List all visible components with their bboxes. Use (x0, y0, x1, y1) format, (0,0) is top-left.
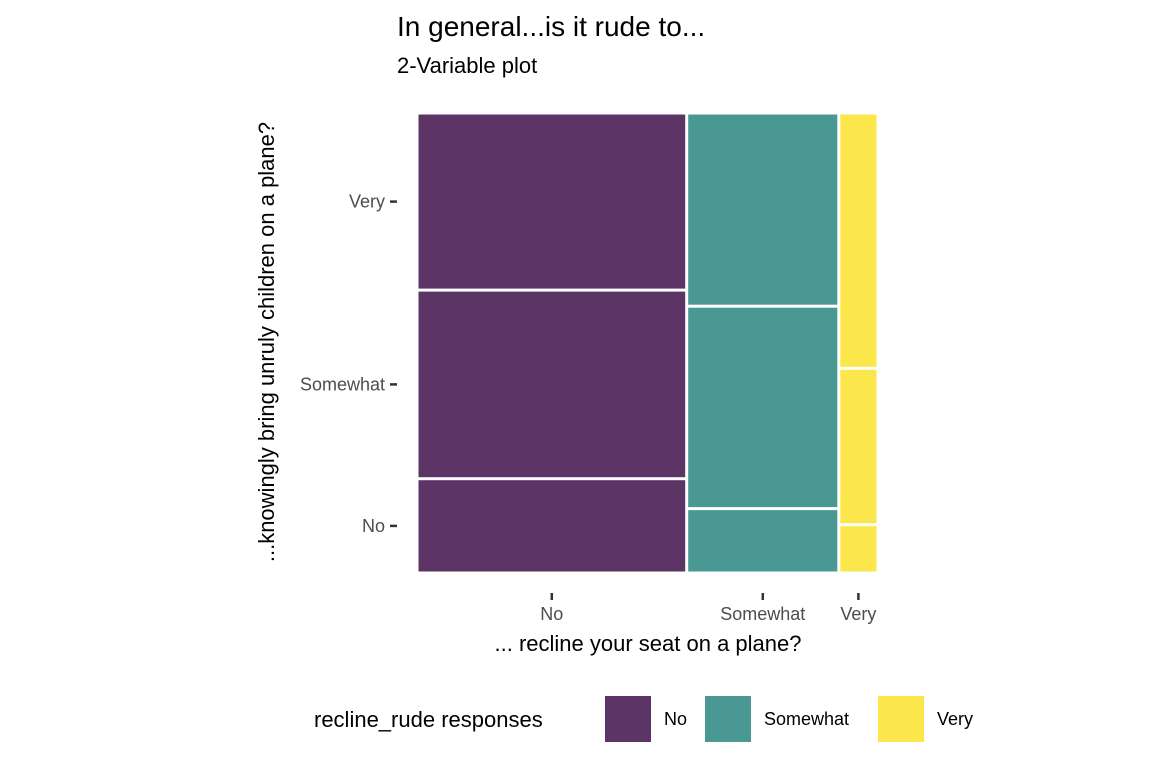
x-tick-label-very: Very (840, 604, 876, 624)
chart-title: In general...is it rude to... (397, 11, 705, 42)
y-tick-label-no: No (362, 516, 385, 536)
tile-somewhat-somewhat (688, 307, 838, 508)
tile-very-very (840, 114, 877, 367)
x-axis: No Somewhat Very (540, 593, 876, 624)
y-axis-title: ...knowingly bring unruly children on a … (254, 122, 279, 562)
legend-label-somewhat: Somewhat (764, 709, 849, 729)
tile-very-no (840, 526, 877, 572)
tile-somewhat-very (688, 114, 838, 305)
tile-no-no (418, 480, 686, 572)
tile-no-very (418, 114, 686, 289)
legend-label-no: No (664, 709, 687, 729)
legend-key-somewhat (705, 696, 751, 742)
tile-very-somewhat (840, 369, 877, 524)
y-tick-label-somewhat: Somewhat (300, 374, 385, 394)
x-axis-title: ... recline your seat on a plane? (495, 631, 802, 656)
y-axis: No Somewhat Very (300, 192, 397, 536)
legend-title: recline_rude responses (314, 707, 543, 732)
x-tick-label-no: No (540, 604, 563, 624)
tile-somewhat-no (688, 510, 838, 572)
legend-label-very: Very (937, 709, 973, 729)
legend-key-no (605, 696, 651, 742)
y-tick-label-very: Very (349, 192, 385, 212)
x-tick-label-somewhat: Somewhat (720, 604, 805, 624)
legend-key-very (878, 696, 924, 742)
legend: recline_rude responses No Somewhat Very (314, 696, 973, 742)
mosaic-tiles (418, 114, 877, 572)
tile-no-somewhat (418, 291, 686, 478)
chart-subtitle: 2-Variable plot (397, 53, 537, 78)
